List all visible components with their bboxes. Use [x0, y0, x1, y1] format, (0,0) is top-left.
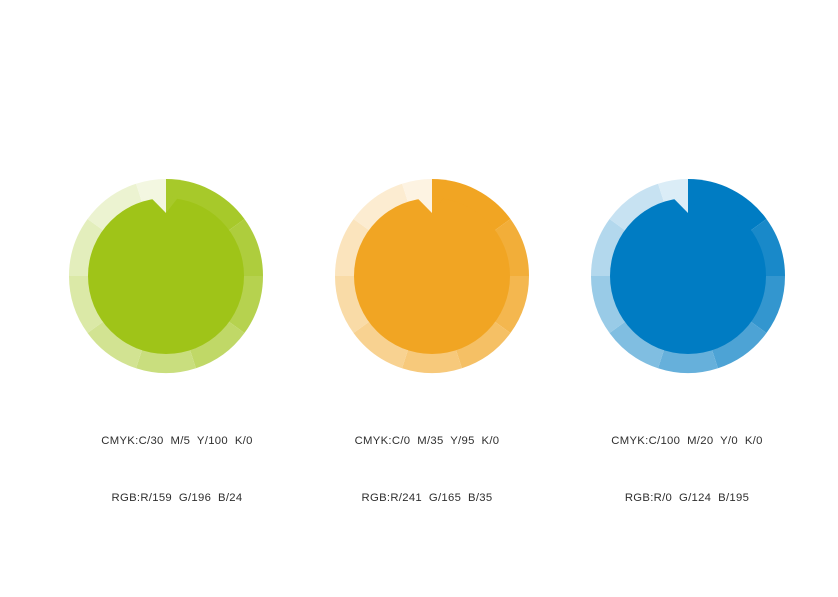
- color-spec-green: CMYK:C/30 M/5 Y/100 K/0 RGB:R/159 G/196 …: [27, 394, 327, 546]
- color-ring-blue: [591, 179, 785, 373]
- cmyk-label: CMYK:C/30 M/5 Y/100 K/0: [101, 435, 253, 447]
- cmyk-label: CMYK:C/100 M/20 Y/0 K/0: [611, 435, 763, 447]
- rgb-label: RGB:R/0 G/124 B/195: [624, 492, 750, 504]
- ring-start-extension: [432, 196, 445, 213]
- color-ring-orange: [335, 179, 529, 373]
- ring-notch: [416, 196, 432, 213]
- ring-notch: [672, 196, 688, 213]
- color-ring-green: [69, 179, 263, 373]
- rgb-label: RGB:R/241 G/165 B/35: [361, 492, 493, 504]
- color-disc: [354, 198, 510, 354]
- color-disc: [88, 198, 244, 354]
- color-spec-orange: CMYK:C/0 M/35 Y/95 K/0 RGB:R/241 G/165 B…: [277, 394, 577, 546]
- ring-notch: [150, 196, 166, 213]
- ring-start-extension: [688, 196, 701, 213]
- rgb-label: RGB:R/159 G/196 B/24: [111, 492, 243, 504]
- ring-start-extension: [166, 196, 179, 213]
- color-spec-blue: CMYK:C/100 M/20 Y/0 K/0 RGB:R/0 G/124 B/…: [537, 394, 837, 546]
- cmyk-label: CMYK:C/0 M/35 Y/95 K/0: [354, 435, 500, 447]
- color-disc: [610, 198, 766, 354]
